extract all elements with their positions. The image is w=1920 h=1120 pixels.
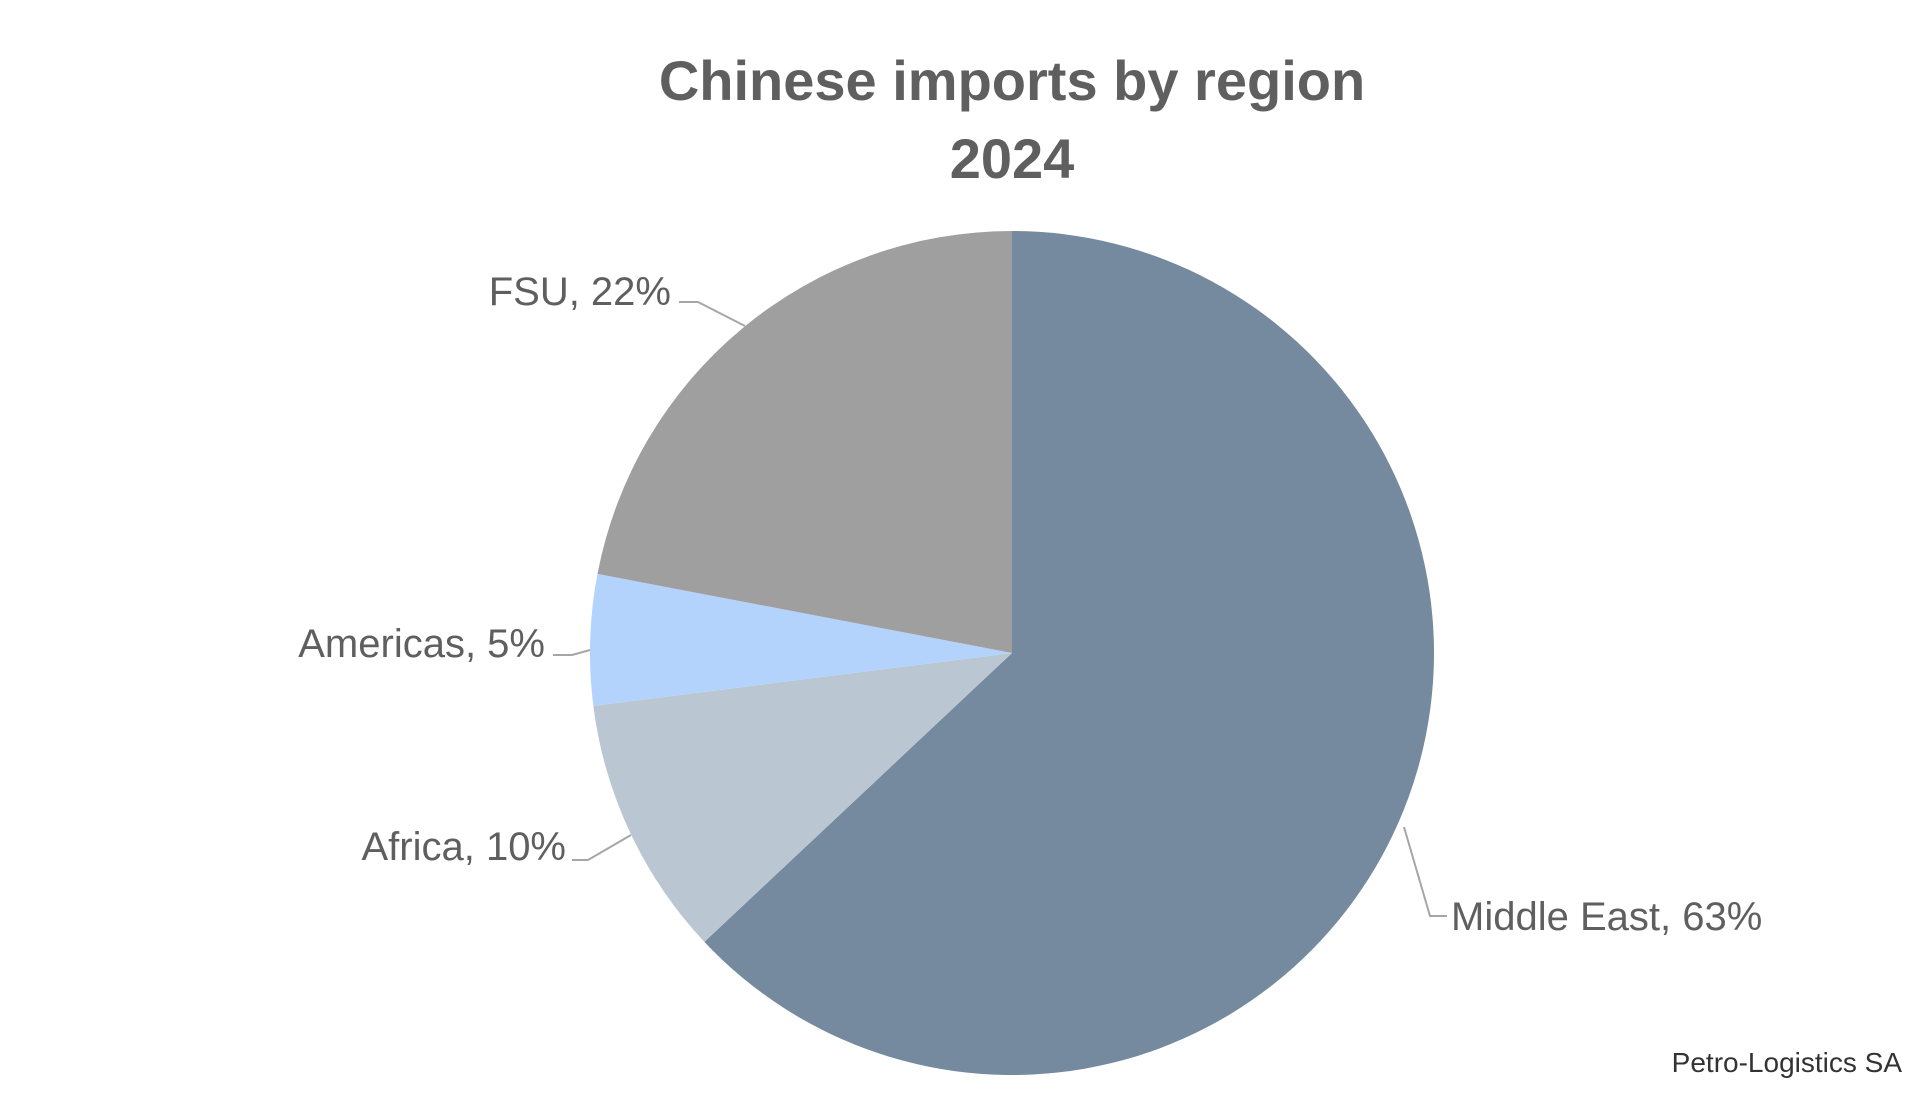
leader-line-middle-east [1403,826,1447,917]
leader-lines [553,301,1447,917]
data-label-fsu: FSU, 22% [489,270,671,314]
pie-slice-americas [590,573,1012,706]
pie-slice-africa [593,653,1012,942]
source-note: Petro-Logistics SA [1672,1047,1903,1078]
pie-slice-fsu [597,231,1012,653]
chart-title-line-1: Chinese imports by region [659,49,1365,112]
chart-title-line-2: 2024 [950,127,1075,190]
pie-slices [590,231,1435,1075]
leader-line-fsu [679,301,746,327]
data-label-middle-east: Middle East, 63% [1451,895,1762,939]
data-label-africa: Africa, 10% [361,825,566,869]
leader-line-africa [572,834,632,861]
leader-line-americas [553,649,591,656]
slice-labels: Middle East, 63% Africa, 10% Americas, 5% F… [298,270,1762,939]
chart-title: Chinese imports by region 2024 [659,49,1365,190]
data-label-americas: Americas, 5% [298,622,545,666]
pie-slice-middle-east [704,231,1435,1075]
